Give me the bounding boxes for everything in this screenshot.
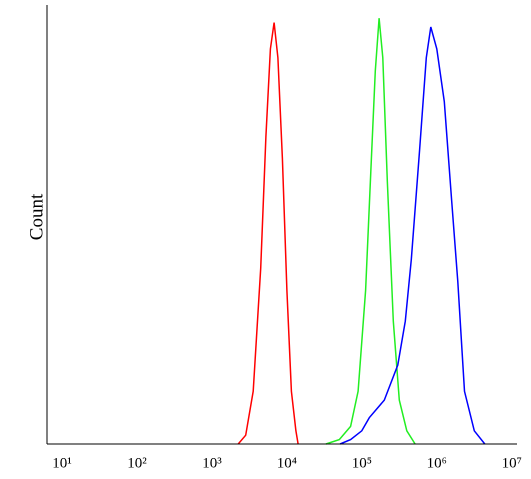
histogram-line bbox=[237, 22, 299, 445]
x-tick-label: 10⁷ bbox=[502, 455, 522, 471]
x-tick-label: 10³ bbox=[202, 455, 222, 471]
x-tick-label: 10⁴ bbox=[277, 455, 297, 471]
histogram-line bbox=[325, 18, 416, 445]
x-tick-label: 10² bbox=[127, 455, 147, 471]
y-axis-label: Count bbox=[26, 193, 47, 240]
x-tick-label: 10⁶ bbox=[427, 455, 447, 471]
x-tick-label: 10¹ bbox=[52, 455, 72, 471]
histogram-line bbox=[339, 26, 486, 445]
x-tick-label: 10⁵ bbox=[352, 455, 372, 471]
